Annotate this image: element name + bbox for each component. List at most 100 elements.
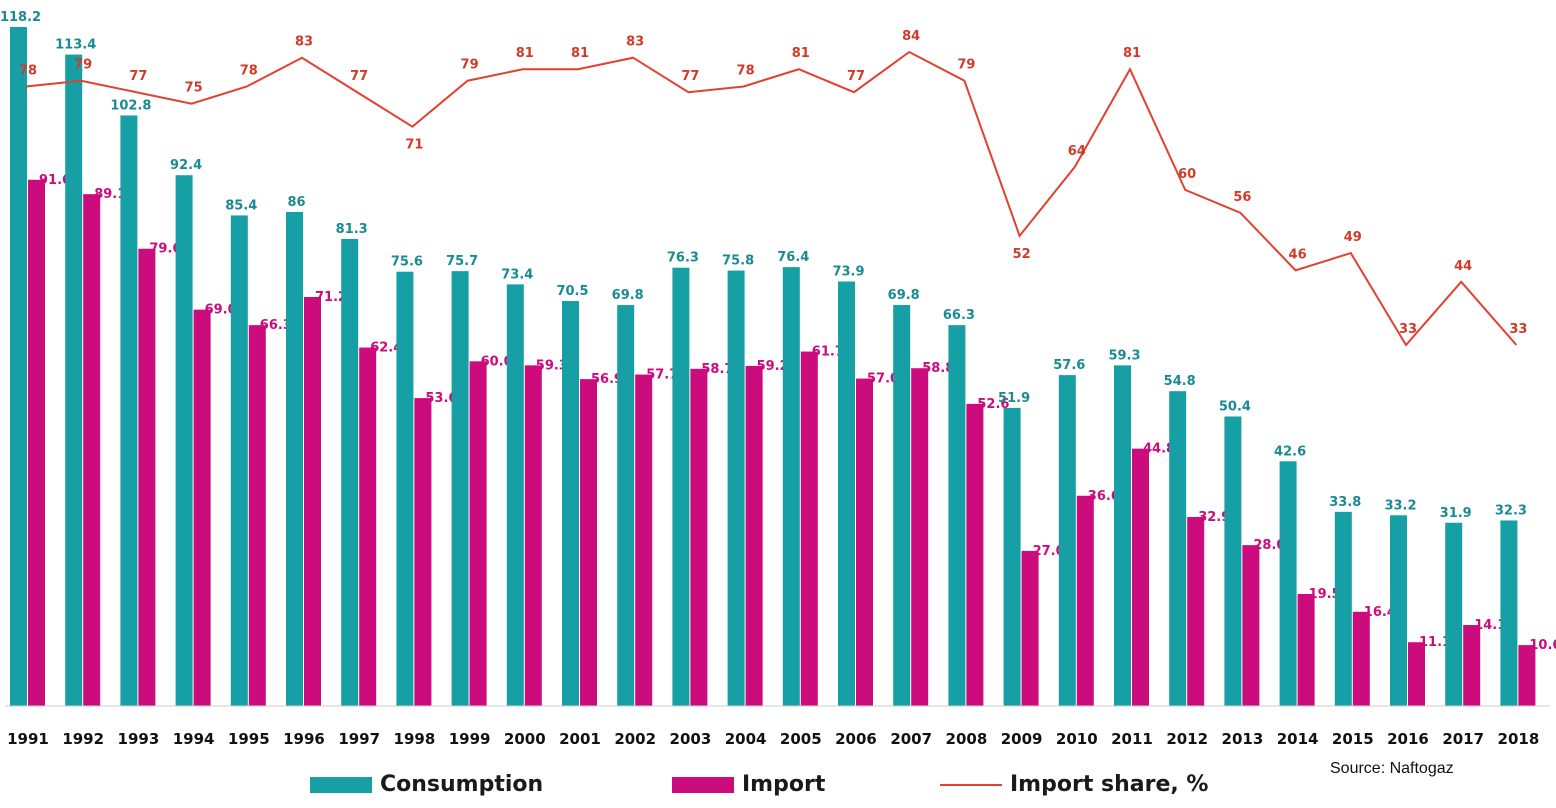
tick-label-1997: 1997 [338,730,380,748]
label-consumption-1999: 75.7 [446,254,478,269]
label-import-1995: 66.3 [260,318,292,333]
bar-consumption-1999 [451,271,469,706]
bar-consumption-2006 [838,281,855,706]
label-import-share-1994: 75 [185,81,203,96]
label-consumption-2017: 31.9 [1440,506,1472,521]
legend-swatch-import-share [940,783,1002,786]
tick-label-2014: 2014 [1277,730,1319,748]
label-import-2004: 59.2 [757,359,789,374]
label-import-2015: 16.4 [1364,605,1396,620]
legend-item-import-share: Import share, % [940,772,1208,797]
bar-import-1996 [304,296,321,706]
label-import-share-2010: 64 [1068,144,1086,159]
label-consumption-2004: 75.8 [722,254,754,269]
label-import-1992: 89.1 [94,187,126,202]
label-consumption-2009: 51.9 [998,391,1030,406]
label-import-2012: 32.9 [1198,510,1230,525]
bar-consumption-1995 [230,215,248,707]
tick-label-2001: 2001 [559,730,601,748]
label-import-share-2008: 79 [957,58,975,73]
tick-label-1993: 1993 [118,730,160,748]
bar-import-2014 [1297,593,1315,706]
legend-label-consumption: Consumption [380,772,544,797]
bar-import-1992 [83,194,101,706]
tick-label-2005: 2005 [780,730,822,748]
bar-consumption-2009 [1003,407,1021,706]
bar-consumption-2003 [672,267,690,706]
label-import-1999: 60.0 [481,354,513,369]
bar-consumption-2016 [1390,515,1407,706]
label-import-share-1992: 79 [74,58,92,73]
label-import-share-2000: 81 [516,46,534,61]
tick-label-2016: 2016 [1387,730,1429,748]
label-consumption-2005: 76.4 [777,250,809,265]
label-import-2011: 44.8 [1143,442,1175,457]
tick-label-2003: 2003 [670,730,712,748]
label-import-share-1995: 78 [240,63,258,78]
label-consumption-2006: 73.9 [832,264,864,279]
label-consumption-2002: 69.8 [612,288,644,303]
line-import-share [25,50,1518,347]
bar-import-1994 [193,309,211,706]
bar-import-2015 [1352,611,1370,706]
bar-import-2018 [1518,645,1536,706]
bar-consumption-1994 [175,175,193,706]
label-consumption-1994: 92.4 [170,158,202,173]
tick-label-2015: 2015 [1332,730,1374,748]
label-consumption-2003: 76.3 [667,251,699,266]
label-import-2002: 57.7 [646,368,678,383]
label-import-share-2016: 33 [1399,322,1417,337]
legend-label-import: Import [742,772,826,797]
bar-consumption-2014 [1279,461,1297,706]
label-import-2007: 58.8 [922,361,954,376]
tick-label-2018: 2018 [1498,730,1540,748]
bar-import-2011 [1132,448,1149,706]
bar-import-1993 [138,248,156,706]
label-import-2014: 19.5 [1309,587,1341,602]
label-import-share-1998: 71 [405,138,423,153]
label-import-2010: 36.6 [1088,489,1120,504]
tick-label-1991: 1991 [7,730,49,748]
tick-label-1999: 1999 [449,730,491,748]
bar-import-2012 [1187,517,1205,706]
label-import-2017: 14.1 [1474,618,1506,633]
label-import-share-1997: 77 [350,69,368,84]
bar-consumption-2013 [1224,416,1242,706]
label-import-1998: 53.6 [425,391,457,406]
bar-import-1998 [414,398,432,706]
label-import-1991: 91.6 [39,173,71,188]
bar-consumption-2000 [506,284,524,706]
bar-import-2008 [966,403,984,706]
bar-import-2016 [1408,642,1425,706]
label-consumption-1995: 85.4 [225,198,257,213]
label-import-2013: 28.0 [1253,538,1285,553]
bar-import-2001 [580,379,597,706]
label-import-2003: 58.7 [701,362,733,377]
bar-consumption-2002 [617,305,635,706]
bar-consumption-1991 [10,27,27,706]
tick-label-1992: 1992 [62,730,104,748]
bar-consumption-2015 [1334,511,1352,706]
bar-consumption-2018 [1500,520,1518,706]
label-import-share-2018: 33 [1509,322,1527,337]
tick-label-2013: 2013 [1222,730,1264,748]
label-import-1994: 69.0 [205,303,237,318]
tick-label-2012: 2012 [1166,730,1208,748]
label-import-1996: 71.2 [315,290,347,305]
label-consumption-1993: 102.8 [110,98,151,113]
label-import-share-2009: 52 [1013,247,1031,262]
tick-label-2010: 2010 [1056,730,1098,748]
label-import-share-2001: 81 [571,46,589,61]
bar-consumption-1993 [120,115,138,706]
label-import-1993: 79.6 [149,242,181,257]
label-import-2009: 27.0 [1033,544,1065,559]
label-import-share-2005: 81 [792,46,810,61]
bar-import-2004 [745,365,763,706]
tick-label-2017: 2017 [1442,730,1484,748]
label-import-share-2003: 77 [681,69,699,84]
tick-label-1995: 1995 [228,730,270,748]
bar-import-2000 [524,365,542,706]
bar-import-2010 [1076,495,1094,706]
bar-import-2002 [635,374,653,706]
bar-consumption-1992 [65,54,83,706]
